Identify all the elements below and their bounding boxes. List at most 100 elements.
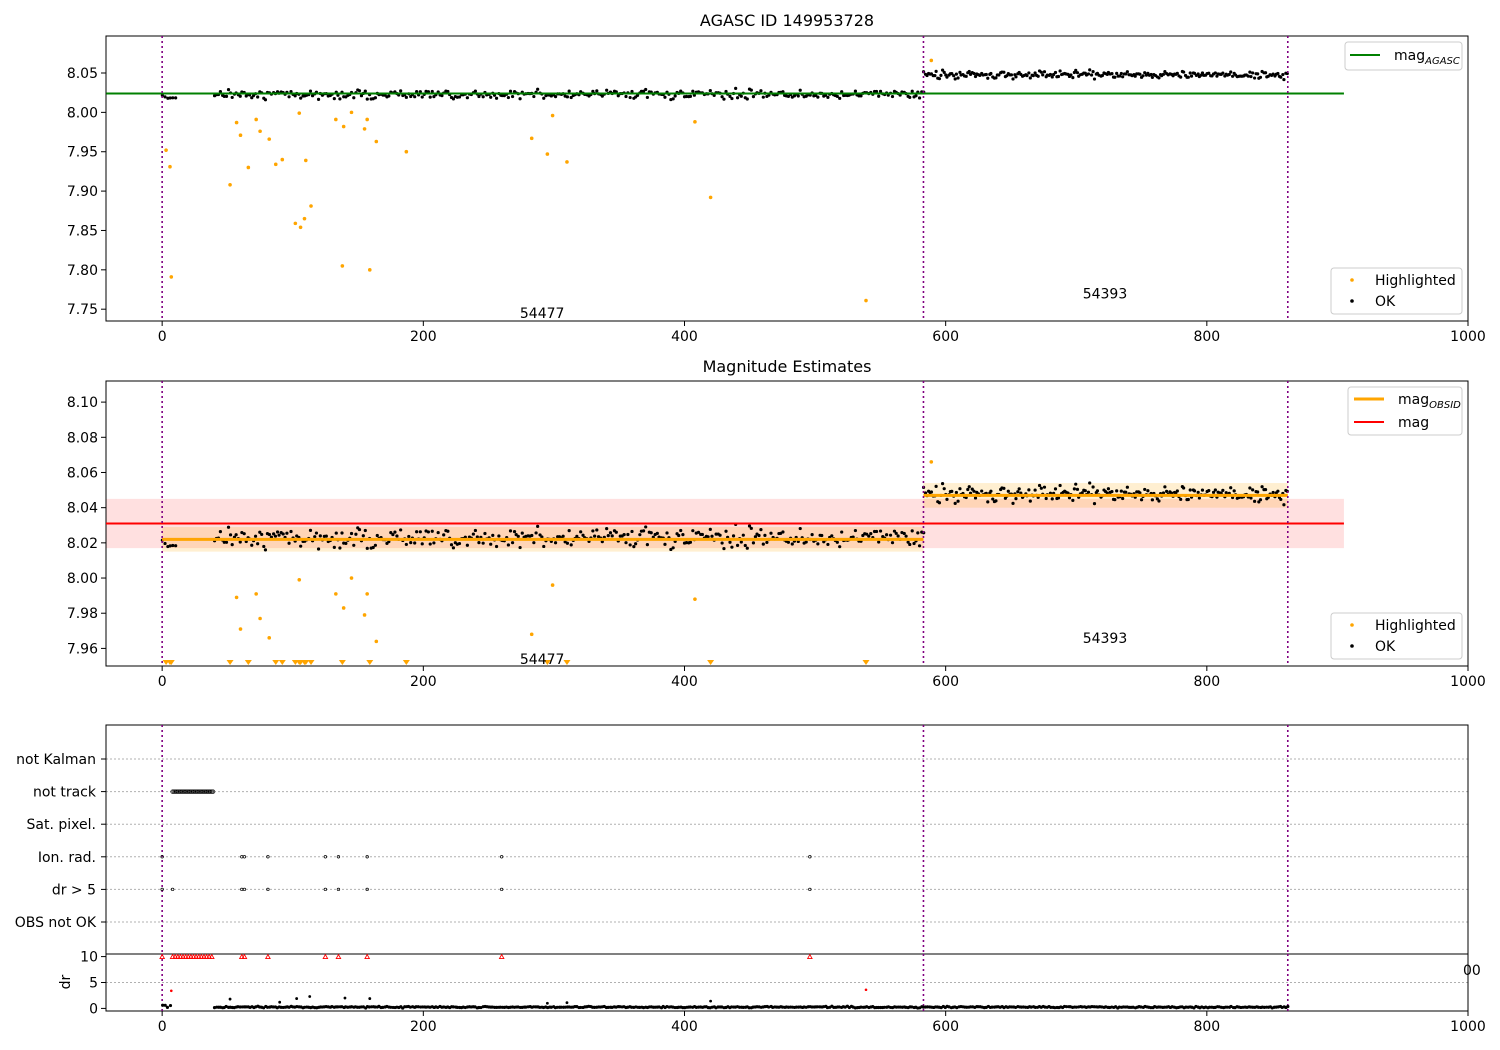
panel-magnitude-ok-point: [1071, 498, 1075, 502]
panel-agasc-ok-point: [691, 89, 695, 93]
panel-agasc-ok-point: [616, 94, 620, 98]
legend-magnitude-point-swatch: [1350, 623, 1354, 627]
panel-agasc-ok-point: [174, 96, 178, 100]
panel-magnitude-estimates: Magnitude Estimates 0 200 400 600 800 1000 7.9…: [67, 357, 1486, 690]
panel-agasc-ok-point: [595, 89, 599, 93]
panel-agasc-ok-point: [798, 88, 802, 92]
panel-magnitude-highlighted-point: [234, 595, 239, 600]
panel-agasc-ok-point: [759, 89, 763, 93]
panel-dr-ytick-label: 10: [80, 950, 98, 966]
panel-magnitude-highlighted-point: [365, 592, 369, 596]
panel-magnitude-ok-point: [1165, 489, 1169, 493]
panel-magnitude-ok-point: [481, 541, 485, 545]
panel-agasc-ytick-label: 7.85: [67, 223, 98, 239]
below-axis-marker: [272, 660, 280, 665]
panel-magnitude-ok-point: [830, 534, 834, 538]
panel-magnitude-ok-point: [1175, 489, 1179, 493]
panel-agasc-ok-point: [877, 94, 881, 98]
panel-agasc-ok-point: [420, 95, 424, 99]
panel-agasc-highlighted-point: [273, 162, 278, 167]
panel-magnitude-ok-point: [222, 540, 226, 544]
panel-magnitude-ok-point: [393, 530, 397, 534]
dr-flag: [266, 887, 270, 892]
panel-dr-ok-point: [1131, 1005, 1135, 1009]
panel-agasc-ok-point: [256, 95, 260, 99]
panel-agasc-highlighted-point: [280, 157, 285, 162]
panel-dr-ok-point: [1225, 1005, 1229, 1009]
legend-magnitude-point-label: Highlighted: [1375, 618, 1456, 634]
panel-magnitude-ok-point: [626, 532, 630, 537]
panel-magnitude-ok-point: [606, 534, 610, 538]
panel-magnitude-ok-point: [1056, 496, 1061, 500]
panel-agasc-ok-point: [1053, 70, 1058, 75]
ion-rad-flag: [323, 855, 328, 859]
panel-magnitude-ok-point: [530, 533, 534, 538]
below-axis-marker: [167, 660, 175, 665]
panel-agasc-ok-point: [997, 73, 1001, 77]
panel-magnitude-ok-point: [1263, 487, 1268, 492]
panel-magnitude-ok-point: [575, 534, 579, 539]
panel-agasc-highlighted-point: [246, 165, 251, 170]
panel-agasc-ok-point: [1281, 72, 1285, 77]
panel-magnitude-ok-point: [1211, 490, 1216, 494]
panel-agasc-ok-point: [510, 94, 515, 99]
panel-dr-ok-point: [810, 1005, 814, 1009]
panel-agasc-ok-point: [1150, 75, 1154, 79]
panel-agasc-ok-point: [492, 93, 497, 97]
panel-agasc-ok-point: [967, 69, 971, 74]
panel-agasc-highlighted-point: [168, 164, 172, 169]
panel-agasc-ok-point: [890, 94, 895, 99]
panel-magnitude-ok-point: [475, 535, 479, 539]
panel-magnitude-ok-point: [277, 533, 281, 537]
panel-agasc-ok-point: [688, 94, 693, 98]
panel-agasc-xtick-label: 600: [932, 329, 959, 345]
panel-agasc-ok-point: [1282, 77, 1286, 82]
panel-agasc-ok-point: [481, 95, 485, 99]
panel-magnitude-ok-point: [1146, 489, 1150, 493]
panel-agasc-ok-point: [549, 94, 553, 98]
panel-magnitude-ok-point: [1138, 491, 1142, 495]
panel-magnitude-ok-point: [700, 532, 704, 537]
panel-magnitude-ok-point: [457, 541, 462, 546]
panel-dr-ok-point: [767, 1005, 771, 1009]
panel-agasc-ok-point: [984, 72, 988, 77]
panel-magnitude-ok-point: [446, 529, 450, 533]
panel-magnitude-ok-point: [1002, 486, 1006, 490]
panel-agasc-ok-point: [1025, 73, 1029, 78]
panel-agasc-ok-point: [1075, 71, 1080, 75]
panel-agasc-ok-point: [628, 95, 632, 100]
panel-agasc-ok-point: [404, 95, 408, 99]
panel-magnitude-ok-point: [324, 534, 328, 538]
panel-magnitude-ok-point: [966, 487, 970, 492]
panel-dr-ok-point: [1229, 1004, 1233, 1009]
panel-magnitude-ytick-label: 8.02: [67, 536, 98, 552]
panel-magnitude-ok-point: [874, 529, 879, 534]
panel-agasc-ok-point: [502, 94, 506, 98]
panel-magnitude-ok-point: [532, 541, 536, 545]
panel-magnitude-ok-point: [840, 530, 844, 534]
panel-agasc-ok-point: [671, 97, 675, 101]
panel-magnitude-ok-point: [822, 540, 826, 544]
panel-agasc-ok-point: [1138, 72, 1142, 76]
flag-row-label: Sat. pixel.: [27, 817, 96, 833]
panel-agasc-ok-point: [252, 94, 256, 98]
dr-outlier-point: [864, 988, 868, 992]
panel-agasc-ok-point: [728, 94, 732, 98]
panel-magnitude-ok-point: [1125, 485, 1129, 489]
panel-agasc-ok-point: [953, 77, 957, 81]
panel-magnitude-ok-point: [894, 531, 898, 535]
panel-agasc-ok-point: [1246, 74, 1250, 78]
panel-agasc-ok-point: [945, 75, 949, 79]
panel-magnitude-ok-point: [1282, 503, 1286, 507]
panel-magnitude-ok-point: [1053, 487, 1058, 491]
panel-magnitude-ok-point: [226, 525, 231, 529]
panel-magnitude-ytick-label: 8.04: [67, 501, 98, 517]
panel-magnitude-ok-point: [1276, 489, 1280, 493]
panel-agasc-ok-point: [1141, 74, 1145, 78]
panel-agasc-highlighted-point: [545, 152, 550, 156]
panel-agasc-ok-point: [1149, 72, 1153, 77]
panel-agasc-ok-point: [230, 95, 234, 100]
panel-agasc-highlighted-point: [303, 158, 308, 163]
panel-magnitude-ok-point: [399, 528, 403, 532]
panel-magnitude-ok-point: [884, 533, 889, 537]
